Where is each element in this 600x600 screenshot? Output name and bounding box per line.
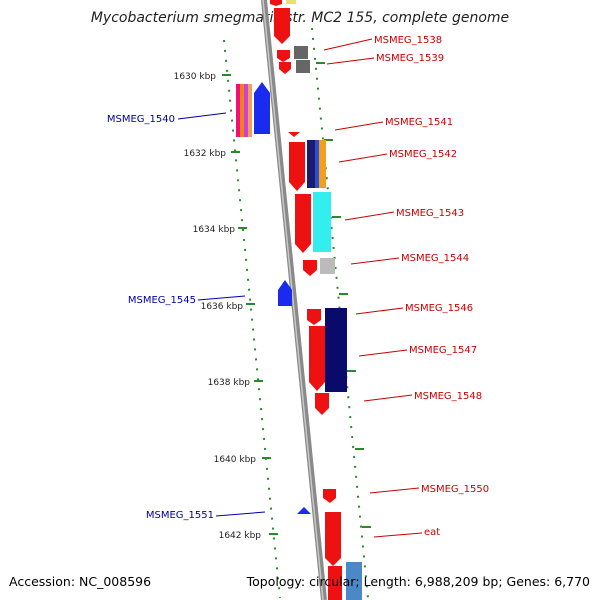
- gene-label[interactable]: MSMEG_1544: [401, 253, 469, 264]
- gene-feature: [315, 393, 329, 415]
- gene-feature: [278, 280, 292, 306]
- gene-label[interactable]: MSMEG_1540: [107, 114, 175, 125]
- gene-feature: [328, 566, 342, 600]
- forward-gene-labels: MSMEG_1538 MSMEG_1539 MSMEG_1541 MSMEG_1…: [374, 35, 489, 538]
- leader-line: [326, 57, 375, 65]
- gene-label[interactable]: MSMEG_1550: [421, 484, 489, 495]
- tick-label: 1630 kbp: [174, 72, 217, 82]
- gene-feature: [323, 489, 336, 503]
- tick-label: 1632 kbp: [184, 149, 227, 159]
- leader-line: [358, 349, 408, 357]
- gene-feature: [289, 142, 305, 191]
- reverse-gene-labels: MSMEG_1540 MSMEG_1545 MSMEG_1551: [107, 114, 214, 521]
- leader-line: [350, 257, 400, 265]
- gene-feature: [309, 326, 325, 391]
- leader-line: [363, 394, 413, 402]
- leader-line: [334, 121, 384, 131]
- leader-line: [369, 487, 420, 494]
- gene-feature: [294, 46, 308, 59]
- gene-label[interactable]: MSMEG_1545: [128, 295, 196, 306]
- gene-feature: [254, 82, 270, 134]
- leader-line: [215, 511, 266, 517]
- gene-label[interactable]: MSMEG_1541: [385, 117, 453, 128]
- gene-feature: [307, 309, 321, 325]
- tick-label: 1640 kbp: [214, 455, 257, 465]
- gene-feature: [307, 140, 315, 188]
- forward-genes: [274, 8, 362, 600]
- gene-label[interactable]: MSMEG_1547: [409, 345, 477, 356]
- gene-feature: [325, 308, 347, 392]
- leader-line: [338, 153, 388, 163]
- gene-feature: [295, 194, 311, 253]
- right-tick-group: [316, 62, 371, 528]
- gene-label[interactable]: MSMEG_1548: [414, 391, 482, 402]
- tick-group: 1630 kbp 1632 kbp 1634 kbp 1636 kbp 1638…: [174, 72, 278, 541]
- gene-feature: [244, 84, 248, 137]
- gene-label[interactable]: MSMEG_1551: [146, 510, 214, 521]
- gene-feature: [325, 512, 341, 566]
- accession-text: Accession: NC_008596: [9, 574, 152, 589]
- gene-feature: [313, 192, 331, 252]
- leader-line: [177, 112, 227, 120]
- gene-feature: [286, 0, 296, 4]
- leader-line: [197, 295, 246, 301]
- gene-feature: [236, 84, 240, 137]
- gene-label[interactable]: MSMEG_1538: [374, 35, 442, 46]
- gene-feature: [288, 132, 300, 137]
- map-title: Mycobacterium smegmatis str. MC2 155, co…: [90, 10, 510, 26]
- gene-feature: [270, 0, 282, 6]
- gene-feature: [279, 62, 291, 74]
- left-scale-line: [223, 39, 281, 599]
- gene-feature: [296, 60, 310, 73]
- gene-feature: [297, 507, 311, 514]
- reverse-genes: [236, 82, 311, 514]
- gene-feature: [240, 84, 244, 137]
- gene-label[interactable]: MSMEG_1539: [376, 53, 444, 64]
- gene-label[interactable]: MSMEG_1546: [405, 303, 473, 314]
- leader-lines: [177, 38, 423, 538]
- leader-line: [355, 307, 404, 315]
- tick-label: 1642 kbp: [219, 531, 262, 541]
- tick-label: 1634 kbp: [193, 225, 236, 235]
- leader-line: [373, 532, 423, 538]
- gene-feature: [315, 140, 319, 188]
- genome-backbone: [261, 0, 327, 600]
- tick-label: 1638 kbp: [208, 378, 251, 388]
- tick-label: 1636 kbp: [201, 302, 244, 312]
- gene-feature: [303, 260, 317, 276]
- leader-line: [323, 38, 373, 51]
- genome-summary-text: Topology: circular; Length: 6,988,209 bp…: [246, 574, 590, 589]
- leader-line: [344, 211, 395, 221]
- gene-feature: [274, 8, 290, 44]
- gene-feature: [320, 258, 335, 274]
- genome-backbone-highlight: [262, 0, 324, 600]
- gene-feature: [319, 140, 326, 188]
- gene-feature: [248, 84, 252, 137]
- gene-label[interactable]: MSMEG_1542: [389, 149, 457, 160]
- gene-label[interactable]: MSMEG_1543: [396, 208, 464, 219]
- gene-label[interactable]: eat: [424, 527, 440, 538]
- gene-feature: [277, 50, 290, 62]
- gene-feature: [346, 562, 362, 600]
